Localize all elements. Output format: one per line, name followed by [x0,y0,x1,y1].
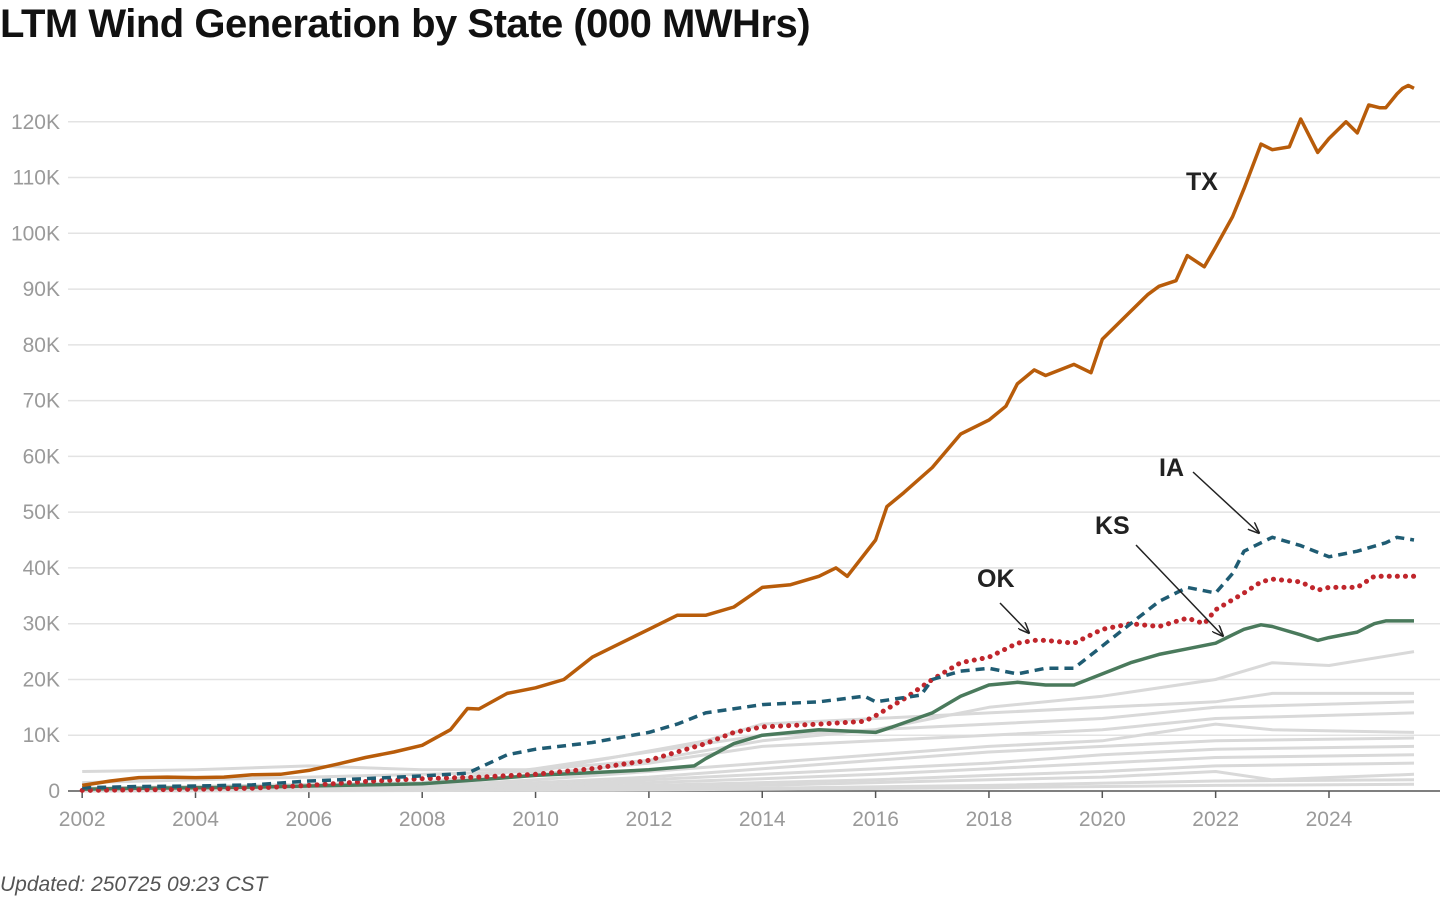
y-tick-label: 20K [23,668,60,691]
x-tick-label: 2010 [512,808,559,831]
x-tick-label: 2006 [286,808,333,831]
y-tick-label: 120K [11,111,60,134]
other-state-line [82,722,1415,792]
gridlines [68,121,1440,792]
x-tick-label: 2016 [852,808,899,831]
line-chart: 0 10K 20K 30K 40K 50K 60K 70K 80K 90K 100K 110K 120K… [11,83,1440,831]
y-tick-label: 40K [23,557,60,580]
y-tick-label: 30K [23,613,60,636]
annotations: TX IA KS OK [977,168,1259,636]
series-line-ok [79,573,1417,793]
x-tick-label: 2012 [626,808,673,831]
annotation-ia: IA [1159,454,1184,482]
chart-title: LTM Wind Generation by State (000 MWHrs) [0,2,811,46]
x-axis-ticks: 2002 2004 2006 2008 2010 2012 2014 2016 2018 2020… [59,791,1353,831]
y-tick-label: 100K [11,222,60,245]
y-axis-ticks: 0 10K 20K 30K 40K 50K 60K 70K 80K 90K 100K 110K 120K [11,111,60,803]
series-line-ia [82,535,1415,790]
y-tick-label: 10K [23,724,60,747]
y-tick-label: 60K [23,445,60,468]
y-tick-label: 70K [23,390,60,413]
y-tick-label: 90K [23,278,60,301]
annotation-arrow-ks [1135,544,1223,636]
y-tick-label: 50K [23,501,60,524]
other-state-line [82,736,1415,792]
other-state-line [82,782,1415,793]
y-tick-label: 80K [23,334,60,357]
highlighted-states-lines [79,83,1417,793]
x-tick-label: 2018 [966,808,1013,831]
x-tick-label: 2014 [739,808,786,831]
x-tick-label: 2020 [1079,808,1126,831]
annotation-arrow-ok [999,602,1029,633]
x-tick-label: 2002 [59,808,106,831]
y-tick-label: 110K [13,167,61,190]
other-state-line [82,650,1415,773]
x-tick-label: 2022 [1192,808,1239,831]
updated-timestamp: Updated: 250725 09:23 CST [0,873,268,896]
annotation-ks: KS [1095,512,1130,540]
series-line-ks [82,619,1414,792]
other-states-lines [82,650,1415,793]
y-tick-label: 0 [48,780,60,803]
annotation-ok: OK [977,565,1015,593]
x-tick-label: 2008 [399,808,446,831]
annotation-arrow-ia [1192,471,1259,533]
x-tick-label: 2004 [172,808,219,831]
annotation-tx: TX [1186,168,1218,196]
series-line-tx [81,83,1415,788]
x-tick-label: 2024 [1306,808,1353,831]
